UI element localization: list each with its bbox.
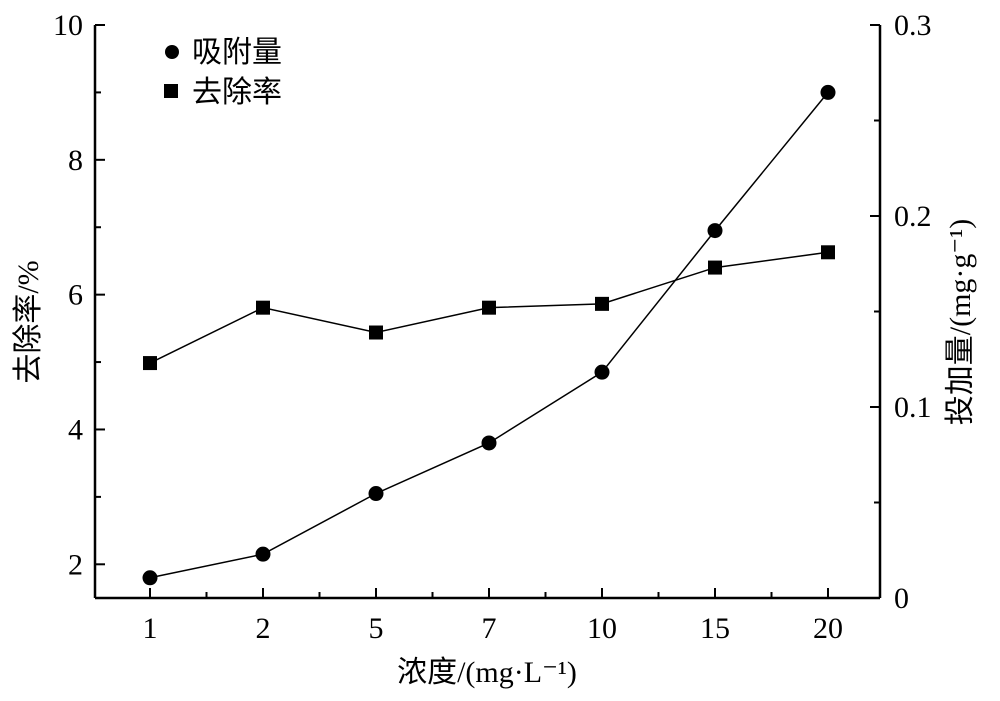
point-adsorption xyxy=(481,435,497,451)
point-adsorption xyxy=(368,486,384,502)
point-adsorption xyxy=(820,84,836,100)
point-removal xyxy=(369,325,383,340)
right-tick-label: 0.1 xyxy=(894,391,932,424)
left-tick-label: 8 xyxy=(68,144,83,177)
legend-label-removal: 去除率 xyxy=(192,76,282,109)
legend-marker-removal xyxy=(164,84,178,98)
legend: 吸附量 去除率 xyxy=(164,36,282,109)
point-removal xyxy=(482,300,496,315)
left-tick-label: 6 xyxy=(68,279,83,312)
point-removal xyxy=(821,245,835,260)
x-axis-title: 浓度/(mg·L⁻¹) xyxy=(397,656,577,689)
series-line-0 xyxy=(149,91,829,579)
legend-label-adsorption: 吸附量 xyxy=(192,36,282,69)
point-removal xyxy=(256,300,270,315)
point-removal xyxy=(143,356,157,371)
x-tick-label: 2 xyxy=(256,612,271,645)
x-tick-label: 15 xyxy=(700,612,730,645)
left-axis-title: 去除率/% xyxy=(12,260,45,383)
left-tick-label: 10 xyxy=(53,9,83,42)
legend-marker-adsorption xyxy=(165,45,179,59)
right-tick-label: 0.3 xyxy=(894,9,932,42)
point-adsorption xyxy=(255,546,271,562)
left-tick-label: 2 xyxy=(68,548,83,581)
x-tick-label: 10 xyxy=(587,612,617,645)
point-adsorption xyxy=(594,364,610,380)
x-tick-label: 1 xyxy=(143,612,158,645)
right-tick-label: 0.2 xyxy=(894,200,932,233)
right-axis-title: 投加量/(mg·g⁻¹) xyxy=(944,219,977,425)
series-markers xyxy=(142,84,836,586)
point-adsorption xyxy=(707,223,723,239)
ticks: 1 2 5 7 10 15 20 2 4 6 8 10 0 0.1 0.2 0.3 xyxy=(53,9,932,645)
x-tick-label: 20 xyxy=(813,612,843,645)
right-tick-label: 0 xyxy=(894,582,909,615)
point-removal xyxy=(708,260,722,275)
x-tick-label: 7 xyxy=(482,612,497,645)
point-removal xyxy=(595,296,609,311)
left-tick-label: 4 xyxy=(68,413,83,446)
point-adsorption xyxy=(142,570,158,586)
series-lines xyxy=(149,91,829,579)
x-tick-label: 5 xyxy=(369,612,384,645)
